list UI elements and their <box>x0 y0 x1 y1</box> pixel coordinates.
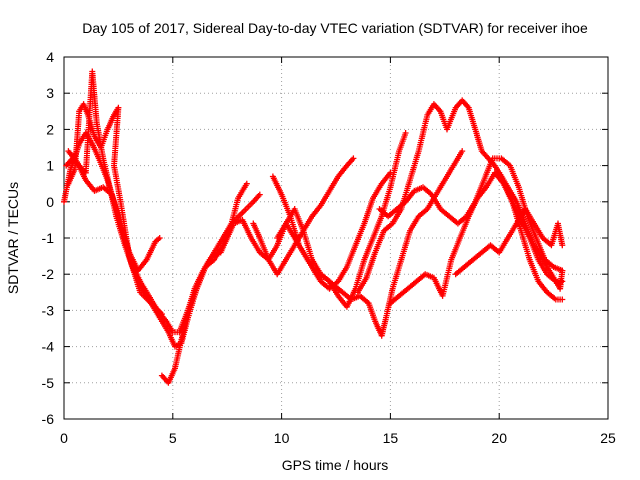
y-tick-label: 4 <box>46 49 54 65</box>
x-tick-label: 20 <box>491 430 507 446</box>
data-point <box>156 235 163 241</box>
data-points <box>61 68 566 386</box>
grid-lines <box>64 57 608 419</box>
data-point <box>243 180 250 187</box>
y-tick-label: 1 <box>46 158 54 174</box>
y-tick-label: -2 <box>42 266 55 282</box>
x-tick-label: 15 <box>383 430 399 446</box>
data-point <box>559 242 566 249</box>
y-tick-label: -3 <box>42 302 55 318</box>
data-point <box>350 155 357 162</box>
data-point <box>387 169 394 176</box>
y-tick-label: -5 <box>42 375 55 391</box>
data-point <box>559 267 566 274</box>
data-point <box>459 148 466 155</box>
x-tick-label: 0 <box>60 430 68 446</box>
y-axis-label: SDTVAR / TECUs <box>5 182 21 294</box>
y-tick-label: -4 <box>42 339 55 355</box>
y-tick-label: 3 <box>46 85 54 101</box>
data-point <box>158 311 165 317</box>
data-point <box>559 296 566 303</box>
chart-title: Day 105 of 2017, Sidereal Day-to-day VTE… <box>82 20 588 36</box>
y-tick-label: -6 <box>42 411 55 427</box>
data-point <box>402 130 409 136</box>
y-tick-label: 0 <box>46 194 54 210</box>
y-tick-label: -1 <box>42 230 55 246</box>
x-axis: 0 5 10 15 20 25 <box>60 57 616 446</box>
y-axis: -6 -5 -4 -3 -2 -1 0 1 2 3 4 <box>42 49 608 427</box>
x-tick-label: 25 <box>600 430 616 446</box>
x-tick-label: 10 <box>274 430 290 446</box>
data-point <box>256 191 263 198</box>
y-tick-label: 2 <box>46 121 54 137</box>
x-tick-label: 5 <box>169 430 177 446</box>
x-axis-label: GPS time / hours <box>282 457 389 473</box>
